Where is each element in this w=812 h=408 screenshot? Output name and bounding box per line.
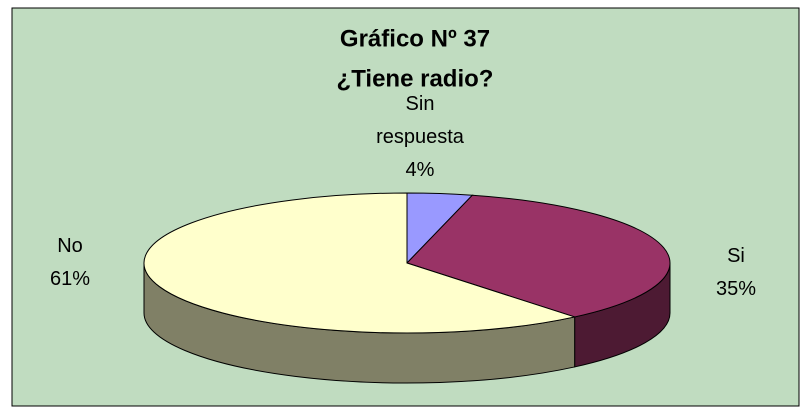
- category-label: No: [57, 235, 83, 257]
- data-label: Si 35%: [680, 240, 792, 306]
- chart-title: Gráfico Nº 37: [340, 25, 490, 52]
- category-label: Si: [727, 245, 745, 267]
- pie-slice: [143, 192, 577, 334]
- value-label: 35%: [715, 278, 757, 300]
- data-label: Sin respuesta 4%: [364, 88, 476, 187]
- value-label: 61%: [49, 268, 91, 290]
- value-label: 4%: [405, 159, 435, 181]
- data-label: No 61%: [14, 230, 126, 296]
- pie: [143, 192, 671, 384]
- chart-subtitle: ¿Tiene radio?: [337, 65, 494, 92]
- category-label: Sin respuesta: [376, 93, 464, 148]
- pie-slice: [406, 194, 671, 318]
